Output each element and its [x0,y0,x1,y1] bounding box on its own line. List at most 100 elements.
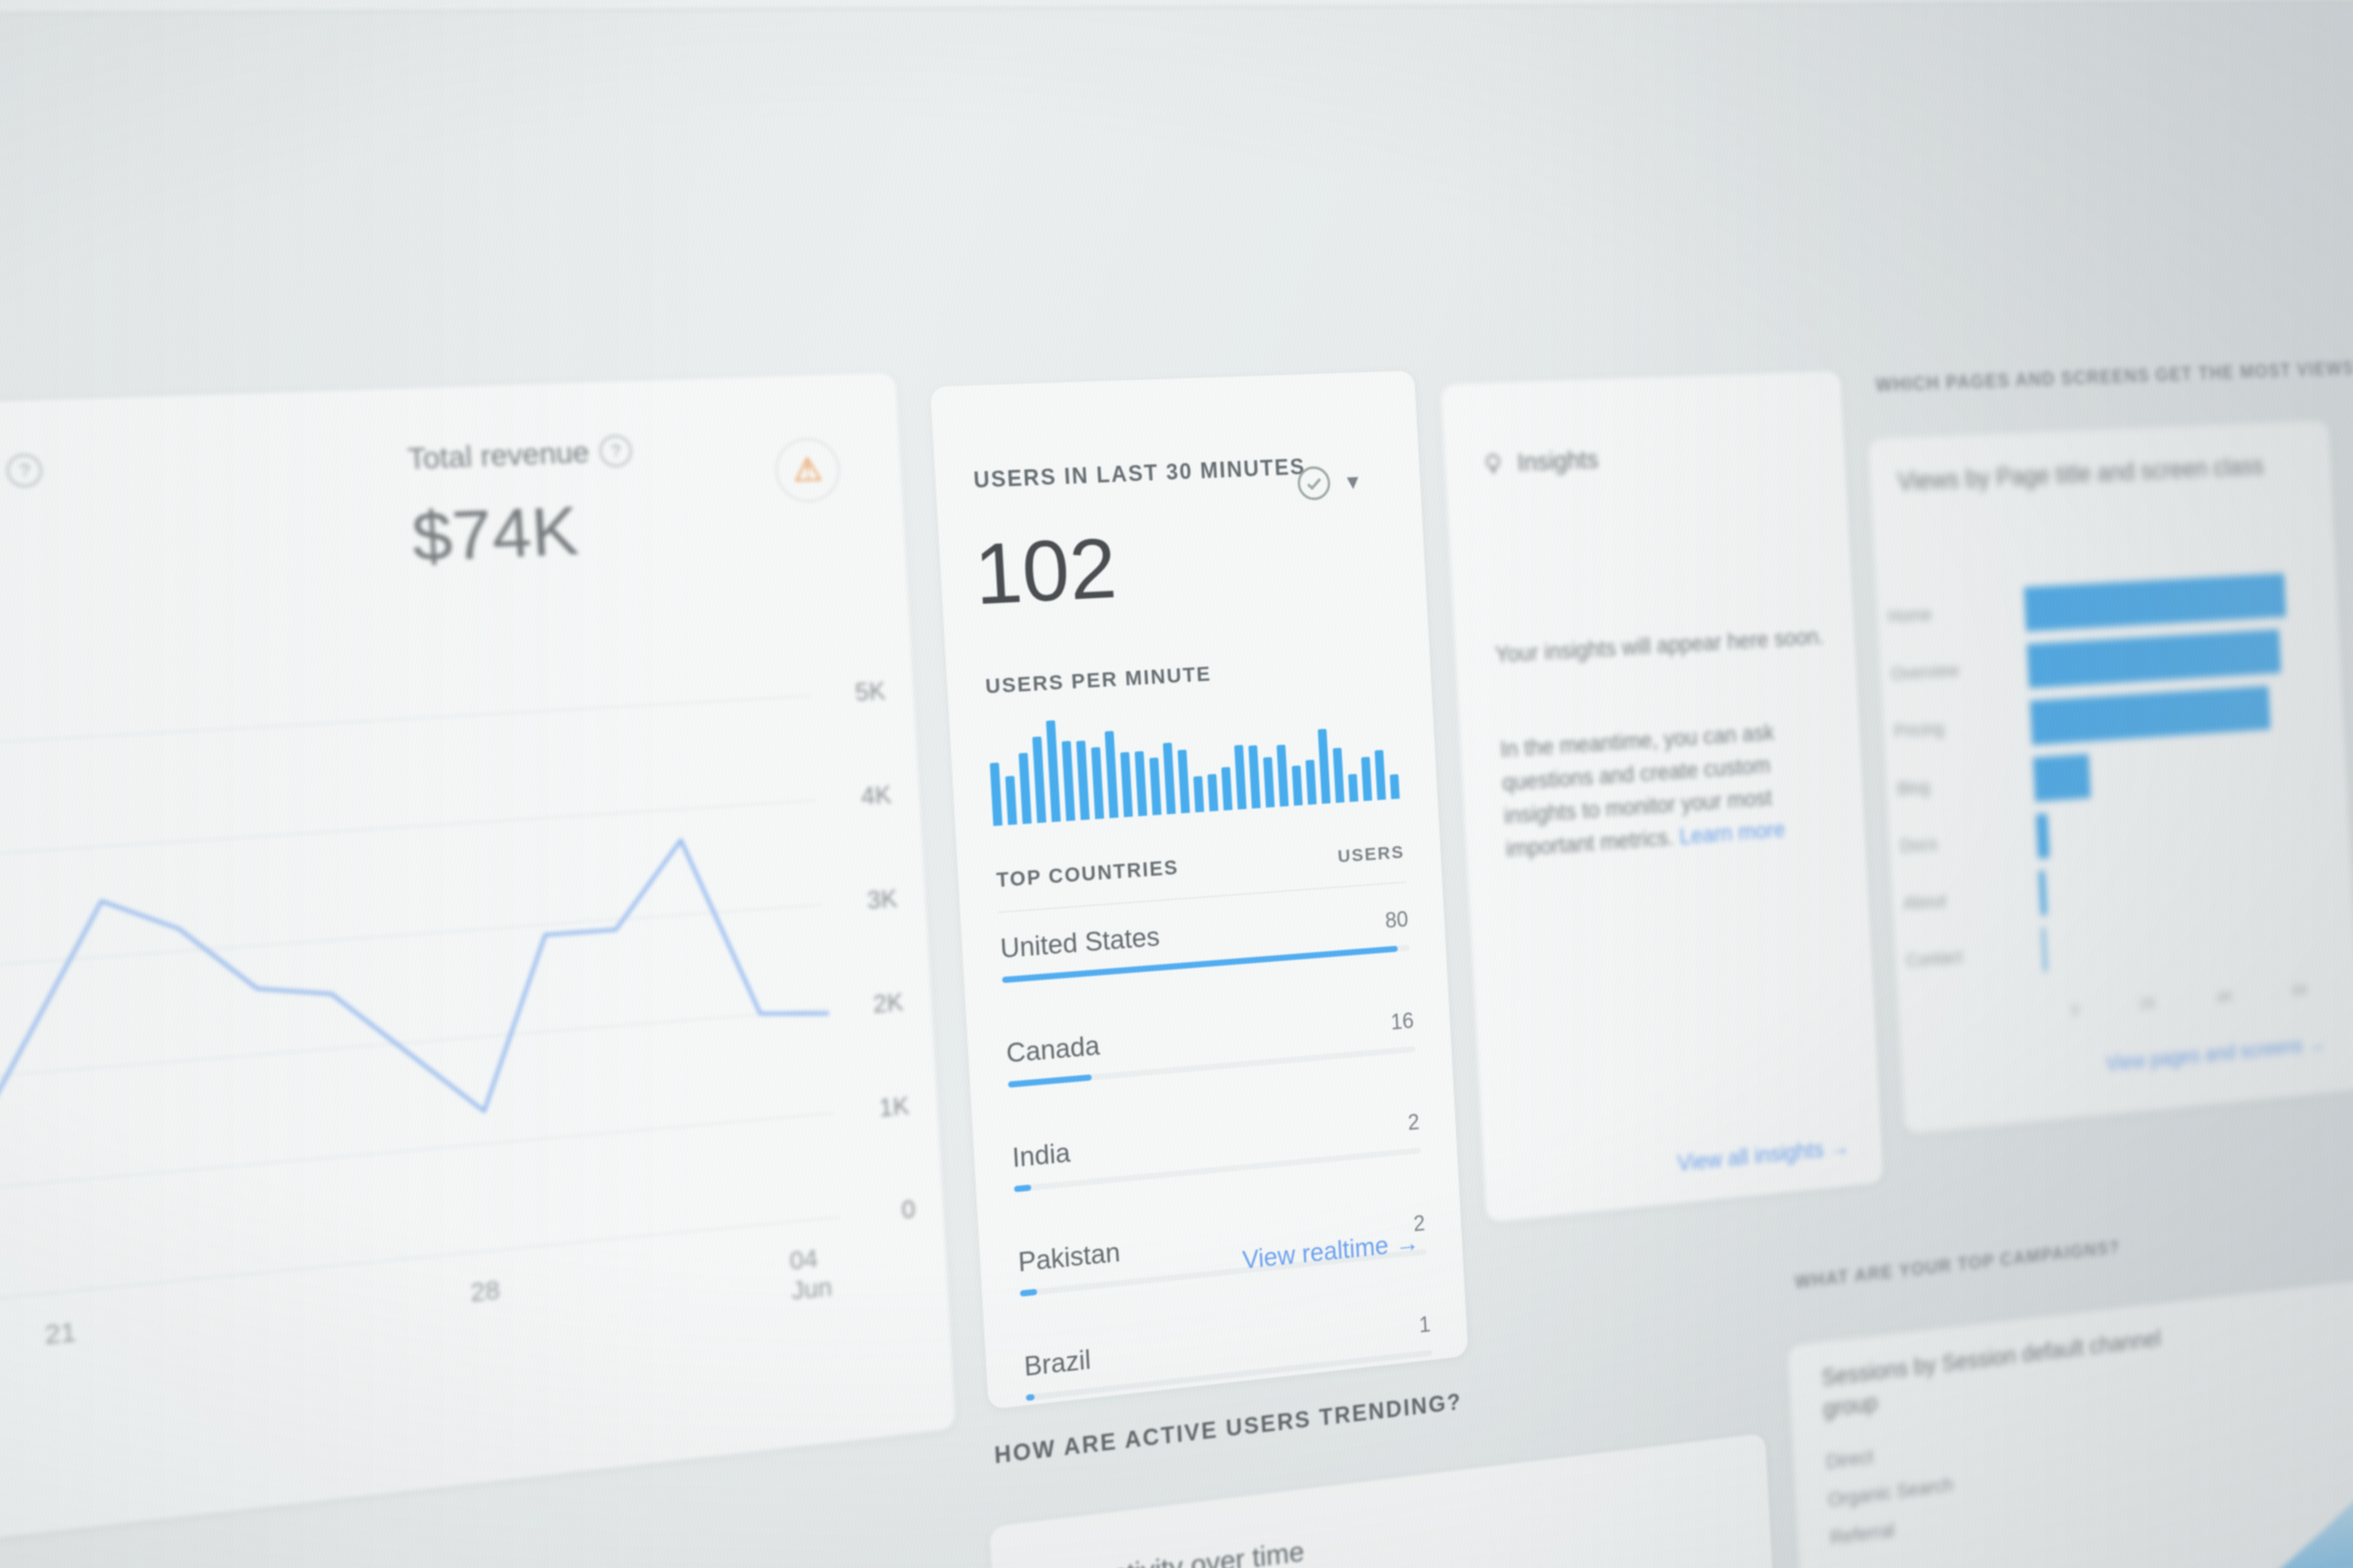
help-icon[interactable]: ? [599,435,633,468]
gridline [0,905,823,985]
insights-empty-line: Your insights will appear here soon. [1494,620,1837,672]
hbar-label: Docs [1900,827,2036,857]
help-icon[interactable]: ? [6,453,44,488]
insights-body: In the meantime, you can ask questions a… [1499,712,1846,866]
views-axis-tick: 6K [2292,980,2309,1000]
per-minute-bar [1208,774,1218,811]
insights-card: Insights Your insights will appear here … [1441,370,1884,1222]
per-minute-bar [1361,757,1372,801]
hbar-fill [2039,871,2047,916]
hbar-label: Pricing [1893,713,2031,742]
view-pages-link[interactable]: View pages and screens → [2105,1032,2326,1076]
y-axis-tick: 5K [823,677,886,709]
pages-section-header: WHICH PAGES AND SCREENS GET THE MOST VIE… [1875,357,2353,396]
campaigns-card-title: Sessions by Session default channel grou… [1821,1318,2208,1425]
active-users-count: 102 [972,525,1118,618]
analytics-dashboard: engagement time ? 51s Total revenue ? $7… [0,0,2340,1568]
views-axis-tick: 2K [2139,994,2157,1013]
hbar-fill [2033,754,2091,802]
area-chart-corner [2234,1465,2353,1568]
photographed-screen: engagement time ? 51s Total revenue ? $7… [0,0,2353,1568]
gridline [0,696,811,759]
hbar-label: Blog [1897,770,2034,800]
views-horizontal-bar-chart: Home Overview Pricing Blog Docs About Contact [1887,565,2346,990]
total-revenue-label-text: Total revenue [407,435,591,476]
x-axis-tick: 28 [470,1275,501,1308]
top-countries-table: United States 80 Canada 16 India 2 Pakistan 2 Br… [999,894,1435,1410]
country-name: Canada [1005,1031,1100,1069]
top-countries-header: TOP COUNTRIES [996,856,1179,892]
app-header-bar [0,0,2353,16]
per-minute-bar [1091,747,1104,820]
users-column-header: USERS [1337,842,1405,867]
per-minute-bar [1221,767,1233,810]
data-warning-icon[interactable]: ⚠ [774,437,842,504]
per-minute-bar [1333,748,1344,803]
gridline [0,800,817,872]
per-minute-bar [1120,752,1133,817]
top-countries-header-row: TOP COUNTRIES USERS [996,840,1405,892]
per-minute-bar [1263,757,1275,808]
per-minute-bar [1135,751,1147,817]
hbar-zone [2023,572,2300,632]
campaigns-card: Sessions by Session default channel grou… [1788,1279,2353,1568]
hbar-label: Contact [1905,940,2042,972]
y-axis-tick: 1K [847,1092,911,1125]
y-axis-ticks: 5K 4K 3K 2K 1K 0 [823,691,916,1218]
hbar-fill [2024,573,2286,631]
user-activity-title: User activity over time [1028,1534,1305,1568]
country-bar-fill [1026,1394,1035,1401]
country-users-value: 16 [1390,1008,1414,1035]
insights-header: Insights [1479,445,1599,478]
per-minute-bar [1005,776,1017,825]
users-per-minute-label: USERS PER MINUTE [985,662,1212,699]
views-by-page-card: Views by Page title and screen class Hom… [1868,420,2353,1134]
campaigns-section-header: WHAT ARE YOUR TOP CAMPAIGNS? [1794,1237,2120,1293]
country-users-value: 1 [1418,1312,1431,1338]
per-minute-bar [1105,731,1118,818]
views-by-page-title: Views by Page title and screen class [1897,452,2265,496]
y-axis-tick: 0 [853,1196,916,1230]
hbar-fill [2042,928,2047,972]
country-name: Pakistan [1017,1237,1121,1278]
country-users-value: 2 [1407,1109,1420,1135]
per-minute-bar [1150,758,1162,816]
per-minute-bar [1062,741,1075,821]
country-bar-fill [1014,1184,1031,1192]
per-minute-bar [1019,753,1032,824]
per-minute-bar [1390,774,1399,800]
country-users-value: 80 [1384,906,1409,933]
hbar-label: Home [1888,599,2025,627]
trending-section-header: HOW ARE ACTIVE USERS TRENDING? [994,1389,1463,1469]
per-minute-bar [1375,750,1386,800]
per-minute-bar [1032,736,1046,823]
per-minute-bar [1318,729,1330,804]
insights-title: Insights [1517,445,1599,477]
learn-more-link[interactable]: Learn more [1679,817,1785,849]
campaigns-rows: Direct Organic Search Referral [1825,1428,1956,1557]
view-pages-label: View pages and screens [2105,1034,2304,1075]
per-minute-bar [1076,740,1090,820]
per-minute-bar [1046,720,1061,822]
views-chart-axis: 0 2K 4K 6K [2070,980,2309,1019]
per-minute-bar [1306,760,1317,805]
realtime-card-title: USERS IN LAST 30 MINUTES [973,454,1306,493]
warning-triangle-icon: ⚠ [792,453,823,487]
chevron-down-icon: ▾ [1346,468,1359,496]
country-bar-fill [1008,1074,1092,1087]
hbar-fill [2036,813,2049,858]
engagement-time-metric-label: engagement time ? [0,452,44,500]
gridline [0,1113,835,1211]
view-all-insights-label: View all insights [1677,1137,1824,1176]
country-bar-fill [1020,1289,1037,1297]
line-chart-svg [0,696,841,1326]
check-circle-icon [1295,464,1333,503]
x-axis-tick: 21 [44,1316,77,1351]
y-axis-tick: 2K [840,988,904,1021]
insights-lightbulb-icon [1479,450,1507,478]
view-all-insights-link[interactable]: View all insights → [1677,1135,1850,1177]
per-minute-bar [1276,744,1289,806]
users-per-minute-chart [988,700,1402,827]
realtime-status-control[interactable]: ▾ [1295,463,1360,503]
views-axis-tick: 4K [2216,987,2234,1007]
